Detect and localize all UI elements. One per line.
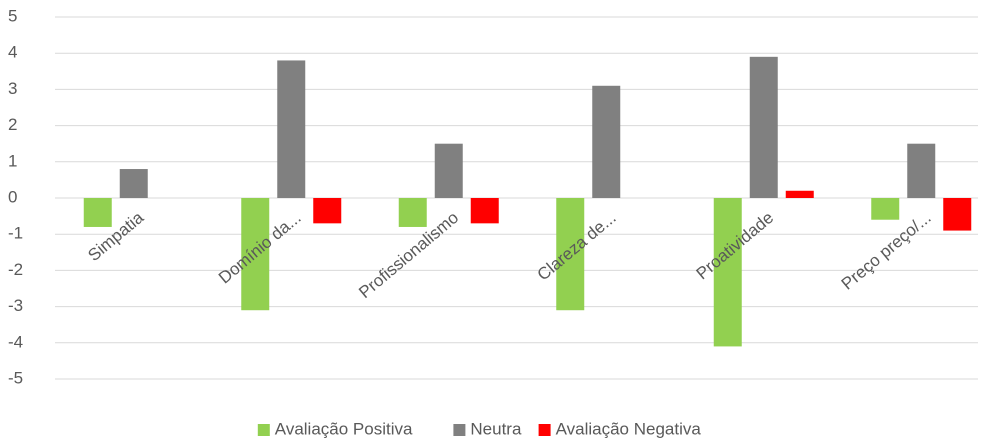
- bar: [470, 198, 499, 224]
- y-tick-label: 5: [8, 6, 17, 25]
- bar: [749, 56, 778, 198]
- y-tick-label: -2: [8, 260, 23, 279]
- bar: [313, 198, 342, 224]
- bar: [871, 198, 900, 220]
- y-tick-label: -1: [8, 224, 23, 243]
- bar: [592, 85, 621, 198]
- bar: [943, 198, 972, 231]
- y-tick-label: 4: [8, 43, 17, 62]
- y-tick-label: 0: [8, 187, 17, 206]
- legend-label: Neutra: [470, 419, 522, 438]
- bar: [785, 190, 814, 198]
- bar: [119, 169, 148, 198]
- bar: [241, 198, 270, 311]
- bar: [434, 143, 463, 198]
- y-tick-label: -3: [8, 296, 23, 315]
- x-tick-label: Preço preço/...: [838, 208, 935, 294]
- legend-label: Avaliação Positiva: [275, 419, 413, 438]
- y-tick-label: -5: [8, 368, 23, 387]
- bar: [907, 143, 936, 198]
- y-tick-label: 1: [8, 151, 17, 170]
- bar: [83, 198, 112, 227]
- legend-swatch: [538, 424, 551, 436]
- y-tick-label: 2: [8, 115, 17, 134]
- legend-swatch: [453, 424, 466, 436]
- y-tick-label: 3: [8, 79, 17, 98]
- bar: [398, 198, 427, 227]
- legend-swatch: [257, 424, 270, 436]
- bar: [713, 198, 742, 347]
- bar: [277, 60, 306, 198]
- y-tick-label: -4: [8, 332, 23, 351]
- legend-label: Avaliação Negativa: [556, 419, 702, 438]
- bar: [556, 198, 585, 311]
